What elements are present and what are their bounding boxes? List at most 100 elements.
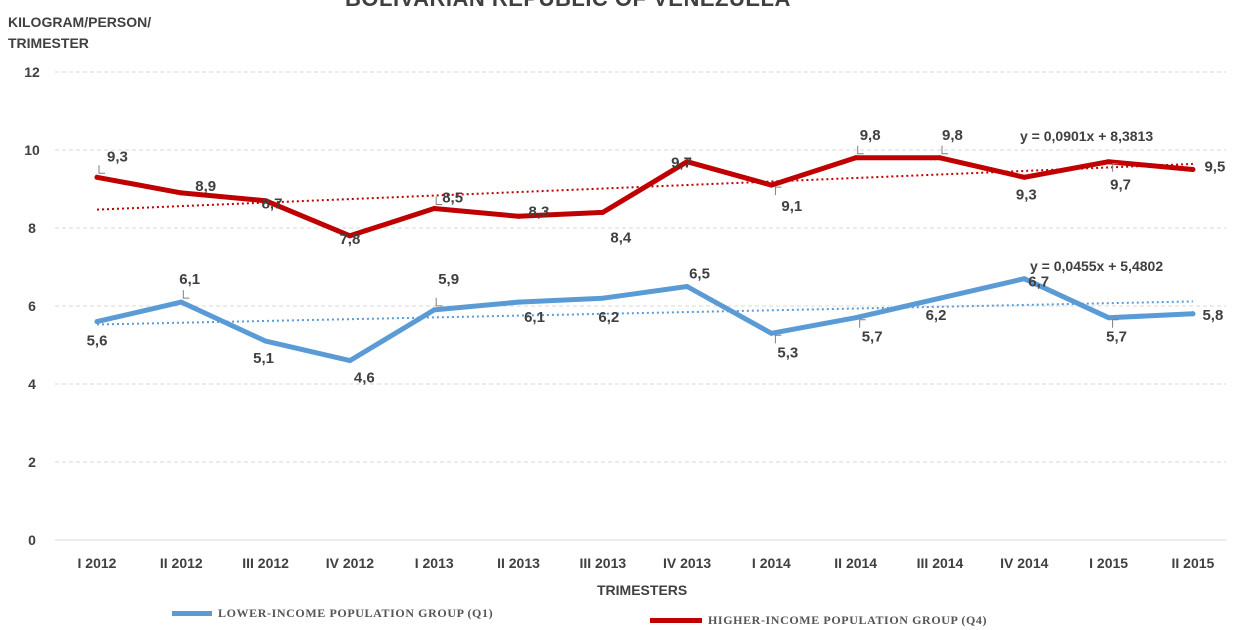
data-label-callout-q4 — [857, 145, 864, 155]
x-tick-label: I 2014 — [752, 555, 791, 571]
data-label-q4: 9,7 — [1110, 177, 1131, 194]
data-label-q4: 8,9 — [195, 178, 216, 195]
x-tick-label: IV 2012 — [326, 555, 374, 571]
data-point-q1 — [684, 284, 690, 289]
data-point-q1 — [853, 315, 859, 321]
x-tick-label: IV 2013 — [663, 555, 711, 571]
data-label-q4: 8,7 — [262, 196, 283, 213]
x-tick-label: III 2014 — [917, 555, 964, 571]
data-label-q1: 6,1 — [179, 271, 200, 288]
x-tick-label: III 2012 — [242, 555, 289, 571]
trendline-q1 — [96, 300, 1193, 326]
data-point-q1 — [516, 299, 521, 305]
data-label-q4: 9,3 — [107, 148, 128, 165]
data-point-q4 — [516, 213, 521, 219]
data-label-q1: 5,7 — [1106, 329, 1127, 346]
data-label-q4: 9,8 — [860, 127, 881, 144]
data-point-q4 — [853, 155, 859, 161]
series-line-q1 — [94, 276, 1196, 364]
legend-item-q4: HIGHER-INCOME POPULATION GROUP (Q4) — [650, 613, 987, 628]
data-point-q4 — [768, 182, 774, 188]
y-axis-label: KILOGRAM/PERSON/ TRIMESTER — [8, 14, 152, 51]
data-label-q1: 5,7 — [862, 329, 883, 346]
data-point-q4 — [937, 155, 943, 161]
legend-swatch-q4 — [650, 618, 702, 623]
data-label-callout-q4 — [941, 145, 948, 155]
data-point-q4 — [1190, 167, 1196, 172]
data-point-q1 — [431, 307, 437, 313]
x-tick-label: II 2015 — [1171, 555, 1214, 571]
series-line-q4 — [94, 155, 1196, 239]
legend-swatch-q1 — [172, 611, 212, 616]
data-label-callout-q4 — [98, 165, 105, 174]
x-tick-label: I 2013 — [415, 555, 454, 571]
data-point-q4 — [1021, 174, 1027, 180]
y-tick-label: 6 — [28, 298, 36, 314]
y-tick-label: 8 — [28, 220, 36, 236]
data-point-q1 — [1106, 315, 1112, 321]
data-label-q4: 8,3 — [529, 203, 550, 220]
data-label-q1: 5,1 — [253, 350, 274, 367]
data-point-q1 — [347, 358, 353, 364]
legend-item-q1: LOWER-INCOME POPULATION GROUP (Q1) — [172, 606, 493, 621]
x-tick-label: II 2012 — [160, 555, 203, 571]
data-point-q1 — [94, 319, 100, 325]
legend-label-q4: HIGHER-INCOME POPULATION GROUP (Q4) — [708, 613, 988, 627]
data-label-q1: 6,2 — [926, 307, 947, 324]
data-label-callout-q1 — [1112, 319, 1119, 328]
data-point-q4 — [1106, 159, 1112, 165]
data-label-q4: 9,8 — [942, 127, 963, 144]
data-label-q4: 9,5 — [1204, 159, 1225, 176]
y-tick-label: 2 — [28, 454, 36, 470]
legend-label-q1: LOWER-INCOME POPULATION GROUP (Q1) — [218, 606, 494, 620]
data-point-q4 — [178, 190, 184, 196]
trendline-equation-q4: y = 0,0901x + 8,3813 — [1020, 128, 1153, 144]
x-axis-label: TRIMESTERS — [597, 582, 688, 598]
x-tick-label: I 2012 — [78, 555, 117, 571]
data-label-q4: 8,4 — [610, 229, 632, 246]
data-label-q1: 6,1 — [524, 309, 545, 326]
data-label-callout-q1 — [182, 290, 190, 299]
data-point-q1 — [600, 295, 606, 301]
y-tick-label: 0 — [28, 532, 36, 548]
y-tick-label: 12 — [24, 64, 40, 80]
data-point-q4 — [684, 159, 690, 165]
data-label-q4: 7,8 — [339, 231, 360, 248]
data-label-q4: 8,5 — [442, 190, 463, 207]
data-point-q4 — [263, 198, 269, 204]
data-point-q4 — [94, 174, 100, 180]
x-tick-label: I 2015 — [1089, 555, 1128, 571]
x-tick-label: IV 2014 — [1000, 555, 1048, 571]
x-tick-label: II 2013 — [497, 555, 540, 571]
data-label-q4: 9,1 — [781, 198, 802, 215]
data-label-q1: 4,6 — [354, 370, 375, 387]
data-point-q4 — [431, 206, 437, 211]
trendline-equation-q1: y = 0,0455x + 5,4802 — [1030, 258, 1163, 274]
data-label-callout-q1 — [859, 319, 866, 328]
data-label-q1: 5,3 — [777, 344, 798, 361]
data-point-q4 — [600, 209, 606, 215]
y-tick-label: 4 — [28, 376, 36, 392]
data-point-q1 — [768, 330, 774, 336]
x-tick-label: II 2014 — [834, 555, 877, 571]
data-point-q1 — [263, 338, 269, 344]
data-label-q1: 5,8 — [1202, 307, 1223, 324]
data-label-q4: 9,3 — [1016, 186, 1037, 203]
data-point-q1 — [1190, 311, 1196, 317]
data-point-q1 — [178, 299, 184, 305]
data-point-q1 — [937, 295, 943, 301]
chart-title: BOLIVARIAN REPUBLIC OF VENEZUELA — [345, 0, 791, 12]
data-label-callout-q4 — [774, 186, 782, 196]
data-label-callout-q1 — [435, 297, 443, 307]
data-label-q4: 9,7 — [671, 155, 692, 172]
data-point-q1 — [1021, 276, 1027, 282]
x-tick-label: III 2013 — [579, 555, 626, 571]
data-label-callout-q4 — [435, 196, 443, 205]
y-tick-label: 10 — [24, 142, 40, 158]
data-label-callout-q1 — [774, 334, 782, 344]
data-label-q1: 6,5 — [689, 266, 710, 283]
data-label-q1: 6,7 — [1028, 274, 1049, 291]
data-label-q1: 6,2 — [598, 309, 619, 326]
data-label-callout-q4 — [1112, 163, 1119, 172]
